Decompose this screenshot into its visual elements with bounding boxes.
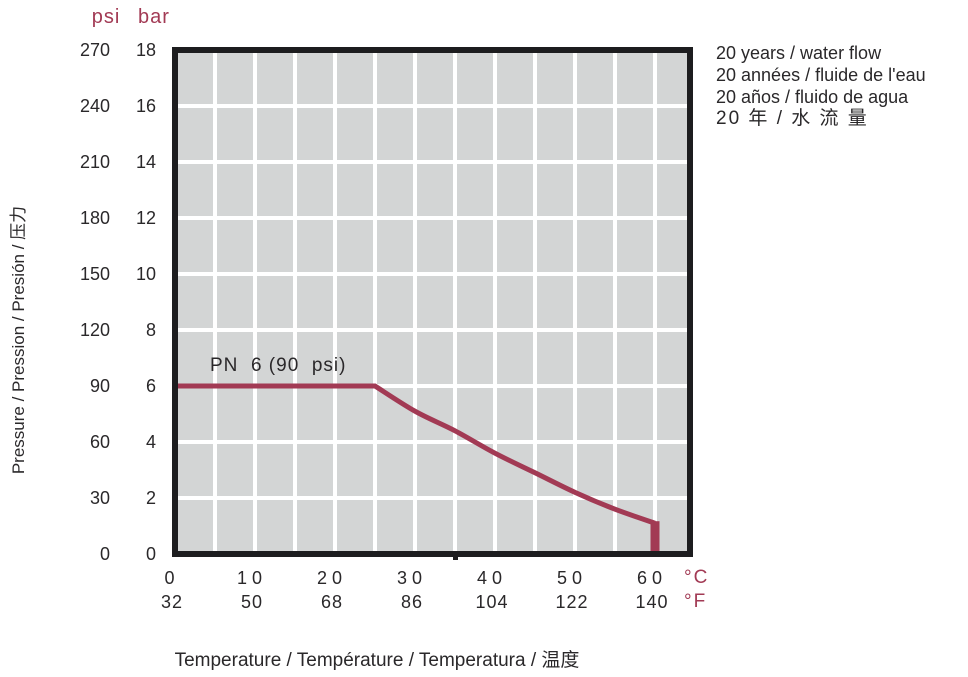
rating-curve xyxy=(175,383,656,526)
y-tick-bar: 10 xyxy=(135,264,156,284)
x-tick-celsius: 50 xyxy=(556,568,588,588)
y-tick-bar: 14 xyxy=(135,152,156,172)
y-tick-bar: 16 xyxy=(135,96,156,116)
x-tick-celsius: 40 xyxy=(476,568,508,588)
plot-area xyxy=(172,47,693,557)
x-tick-celsius: 20 xyxy=(316,568,348,588)
y-tick-psi: 0 xyxy=(99,544,110,564)
y-tick-psi: 240 xyxy=(79,96,110,116)
x-axis-minor-tick xyxy=(453,553,458,560)
x-tick-fahrenheit: 104 xyxy=(475,592,509,612)
celsius-unit-label: °C xyxy=(684,567,710,588)
y-tick-psi: 90 xyxy=(89,376,110,396)
y-tick-bar: 0 xyxy=(145,544,156,564)
y-tick-psi: 180 xyxy=(79,208,110,228)
legend-line-chinese: 20 年 / 水 流 量 xyxy=(716,108,869,129)
x-tick-fahrenheit: 50 xyxy=(240,592,264,612)
y-tick-bar: 18 xyxy=(135,40,156,60)
y-axis-title: Pressure / Pression / Presión / 压力 xyxy=(9,205,28,475)
y-tick-psi: 120 xyxy=(79,320,110,340)
x-tick-fahrenheit: 68 xyxy=(320,592,344,612)
y-tick-bar: 8 xyxy=(145,320,156,340)
y-tick-bar: 2 xyxy=(145,488,156,508)
y-tick-psi: 210 xyxy=(79,152,110,172)
y-tick-psi: 270 xyxy=(79,40,110,60)
plot-background xyxy=(172,47,693,557)
y-tick-bar: 6 xyxy=(145,376,156,396)
pn-annotation: PN 6 (90 psi) xyxy=(210,355,347,376)
y-tick-psi: 150 xyxy=(79,264,110,284)
psi-unit-label: psi xyxy=(91,6,121,28)
x-tick-celsius: 10 xyxy=(236,568,268,588)
y-tick-psi: 60 xyxy=(89,432,110,452)
x-tick-fahrenheit: 122 xyxy=(555,592,589,612)
x-tick-celsius: 60 xyxy=(636,568,668,588)
y-tick-bar: 12 xyxy=(135,208,156,228)
legend: 20 years / water flow 20 années / fluide… xyxy=(716,42,966,130)
plot-border xyxy=(172,47,693,557)
x-tick-celsius: 30 xyxy=(396,568,428,588)
rating-curve-end-drop xyxy=(650,521,660,551)
x-tick-fahrenheit: 32 xyxy=(160,592,184,612)
legend-line-french: 20 années / fluide de l'eau xyxy=(716,65,926,85)
x-tick-fahrenheit: 140 xyxy=(635,592,669,612)
legend-line-english: 20 years / water flow xyxy=(716,43,882,63)
bar-unit-label: bar xyxy=(138,6,170,28)
y-tick-bar: 4 xyxy=(145,432,156,452)
x-tick-fahrenheit: 86 xyxy=(400,592,424,612)
fahrenheit-unit-label: °F xyxy=(684,591,708,612)
x-tick-celsius: 0 xyxy=(164,568,180,588)
legend-line-spanish: 20 años / fluido de agua xyxy=(716,87,909,107)
x-axis-title: Temperature / Température / Temperatura … xyxy=(174,650,580,671)
y-tick-psi: 30 xyxy=(89,488,110,508)
